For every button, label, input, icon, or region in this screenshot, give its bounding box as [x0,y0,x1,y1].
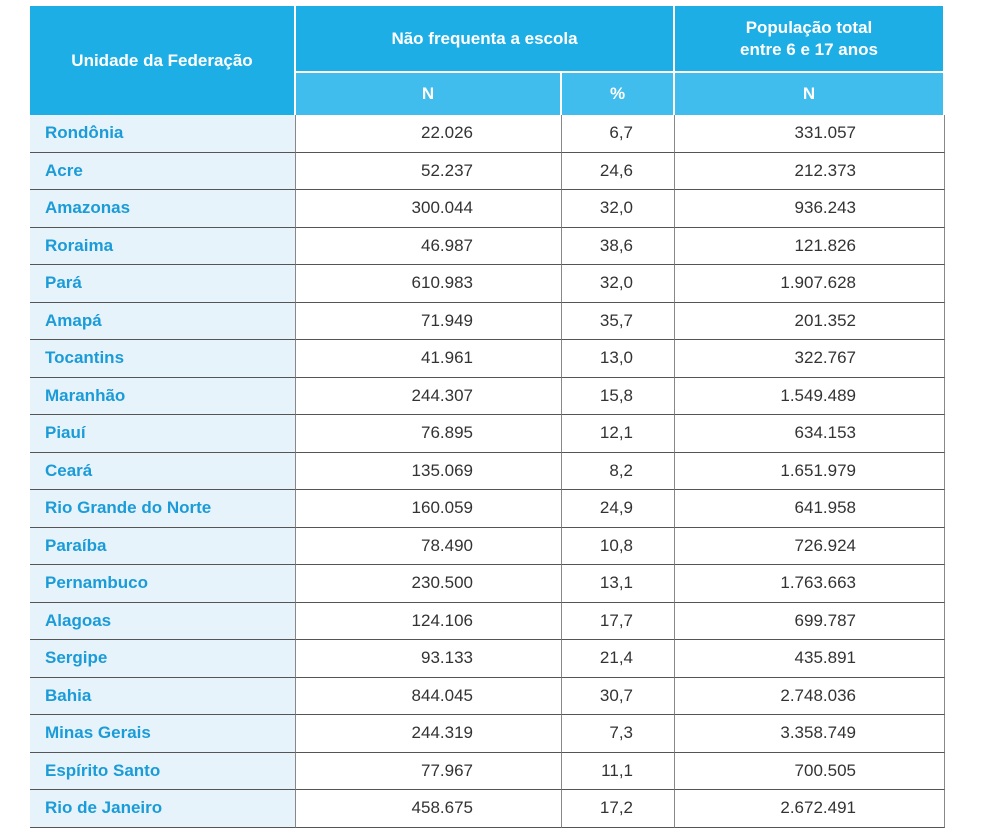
header-cell: Não frequenta a escola [296,6,675,71]
cell: 15,8 [562,377,675,415]
cell: 331.057 [675,115,945,153]
cell: 322.767 [675,340,945,378]
cell: 844.045 [296,677,562,715]
cell: 11,1 [562,752,675,790]
cell: 634.153 [675,415,945,453]
row-label: Bahia [30,677,296,715]
cell: 46.987 [296,227,562,265]
row-label: Maranhão [30,377,296,415]
cell: 230.500 [296,565,562,603]
row-label: Ceará [30,452,296,490]
cell: 10,8 [562,527,675,565]
cell: 244.319 [296,715,562,753]
cell: 71.949 [296,302,562,340]
header-line: População total [745,17,873,37]
row-label: Pernambuco [30,565,296,603]
cell: 610.983 [296,265,562,303]
cell: 936.243 [675,190,945,228]
cell: 435.891 [675,640,945,678]
cell: 2.672.491 [675,790,945,828]
row-label: Minas Gerais [30,715,296,753]
cell: 699.787 [675,602,945,640]
row-label: Rio Grande do Norte [30,490,296,528]
cell: 32,0 [562,190,675,228]
cell: 32,0 [562,265,675,303]
cell: 77.967 [296,752,562,790]
cell: 2.748.036 [675,677,945,715]
cell: 1.763.663 [675,565,945,603]
subheader-cell: N [675,71,945,115]
cell: 3.358.749 [675,715,945,753]
cell: 458.675 [296,790,562,828]
cell: 201.352 [675,302,945,340]
cell: 21,4 [562,640,675,678]
row-label: Tocantins [30,340,296,378]
cell: 135.069 [296,452,562,490]
cell: 76.895 [296,415,562,453]
cell: 6,7 [562,115,675,153]
row-label: Paraíba [30,527,296,565]
cell: 52.237 [296,152,562,190]
cell: 35,7 [562,302,675,340]
subheader-cell: % [562,71,675,115]
cell: 7,3 [562,715,675,753]
subheader-cell: N [296,71,562,115]
cell: 641.958 [675,490,945,528]
cell: 8,2 [562,452,675,490]
cell: 13,1 [562,565,675,603]
cell: 41.961 [296,340,562,378]
header-line: entre 6 e 17 anos [740,39,878,59]
row-label: Acre [30,152,296,190]
cell: 17,2 [562,790,675,828]
row-label: Piauí [30,415,296,453]
row-label: Pará [30,265,296,303]
header-cell: População total entre 6 e 17 anos [675,6,945,71]
row-label: Roraima [30,227,296,265]
row-label: Espírito Santo [30,752,296,790]
cell: 24,6 [562,152,675,190]
row-label: Sergipe [30,640,296,678]
cell: 17,7 [562,602,675,640]
cell: 12,1 [562,415,675,453]
header-cell: Unidade da Federação [30,6,296,115]
row-label: Amapá [30,302,296,340]
cell: 1.907.628 [675,265,945,303]
cell: 700.505 [675,752,945,790]
cell: 1.549.489 [675,377,945,415]
cell: 38,6 [562,227,675,265]
cell: 13,0 [562,340,675,378]
cell: 726.924 [675,527,945,565]
cell: 30,7 [562,677,675,715]
cell: 1.651.979 [675,452,945,490]
row-label: Rondônia [30,115,296,153]
row-label: Rio de Janeiro [30,790,296,828]
cell: 24,9 [562,490,675,528]
cell: 121.826 [675,227,945,265]
cell: 160.059 [296,490,562,528]
cell: 124.106 [296,602,562,640]
cell: 22.026 [296,115,562,153]
cell: 244.307 [296,377,562,415]
row-label: Alagoas [30,602,296,640]
cell: 300.044 [296,190,562,228]
row-label: Amazonas [30,190,296,228]
cell: 78.490 [296,527,562,565]
cell: 93.133 [296,640,562,678]
cell: 212.373 [675,152,945,190]
